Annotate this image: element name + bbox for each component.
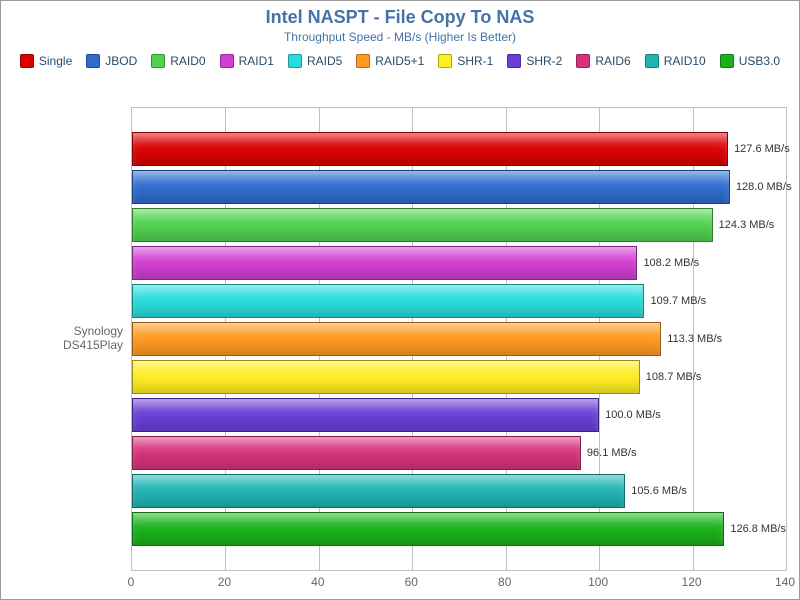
bar-value-label: 126.8 MB/s bbox=[730, 523, 786, 535]
bar[interactable] bbox=[132, 132, 728, 166]
x-tick-label: 20 bbox=[218, 575, 231, 589]
bar-value-label: 109.7 MB/s bbox=[650, 295, 706, 307]
x-tick-label: 40 bbox=[311, 575, 324, 589]
x-tick-label: 120 bbox=[682, 575, 702, 589]
bar-value-label: 124.3 MB/s bbox=[719, 219, 775, 231]
chart-subtitle: Throughput Speed - MB/s (Higher Is Bette… bbox=[1, 30, 799, 44]
x-tick-label: 0 bbox=[128, 575, 135, 589]
legend-label: SHR-2 bbox=[526, 54, 562, 68]
legend-item[interactable]: RAID6 bbox=[576, 54, 630, 68]
legend: Single JBOD RAID0 RAID1 RAID5 RAID5+1 SHR-1 SHR… bbox=[1, 44, 799, 72]
bar[interactable] bbox=[132, 512, 724, 546]
bar-value-label: 128.0 MB/s bbox=[736, 181, 792, 193]
bar[interactable] bbox=[132, 170, 730, 204]
legend-swatch bbox=[151, 54, 165, 68]
bar-value-label: 96.1 MB/s bbox=[587, 447, 637, 459]
legend-swatch bbox=[86, 54, 100, 68]
legend-swatch bbox=[645, 54, 659, 68]
legend-label: RAID6 bbox=[595, 54, 630, 68]
legend-label: Single bbox=[39, 54, 72, 68]
bar[interactable] bbox=[132, 284, 644, 318]
bar[interactable] bbox=[132, 474, 625, 508]
plot-area: 127.6 MB/s128.0 MB/s124.3 MB/s108.2 MB/s… bbox=[131, 107, 787, 571]
x-tick-label: 100 bbox=[588, 575, 608, 589]
legend-label: SHR-1 bbox=[457, 54, 493, 68]
legend-item[interactable]: USB3.0 bbox=[720, 54, 780, 68]
legend-label: RAID1 bbox=[239, 54, 274, 68]
legend-item[interactable]: RAID0 bbox=[151, 54, 205, 68]
legend-swatch bbox=[576, 54, 590, 68]
legend-item[interactable]: RAID5 bbox=[288, 54, 342, 68]
legend-item[interactable]: RAID10 bbox=[645, 54, 706, 68]
x-tick-label: 60 bbox=[405, 575, 418, 589]
bar[interactable] bbox=[132, 360, 640, 394]
x-tick-label: 140 bbox=[775, 575, 795, 589]
chart-title: Intel NASPT - File Copy To NAS bbox=[1, 7, 799, 28]
bar[interactable] bbox=[132, 208, 713, 242]
bar-value-label: 100.0 MB/s bbox=[605, 409, 661, 421]
bar-value-label: 108.7 MB/s bbox=[646, 371, 702, 383]
bar-value-label: 108.2 MB/s bbox=[643, 257, 699, 269]
bar[interactable] bbox=[132, 436, 581, 470]
legend-item[interactable]: RAID5+1 bbox=[356, 54, 424, 68]
bar[interactable] bbox=[132, 246, 637, 280]
legend-label: USB3.0 bbox=[739, 54, 780, 68]
bar[interactable] bbox=[132, 322, 661, 356]
legend-item[interactable]: SHR-1 bbox=[438, 54, 493, 68]
legend-swatch bbox=[220, 54, 234, 68]
legend-swatch bbox=[720, 54, 734, 68]
bar-value-label: 105.6 MB/s bbox=[631, 485, 687, 497]
legend-swatch bbox=[438, 54, 452, 68]
legend-swatch bbox=[356, 54, 370, 68]
y-axis-category-label: Synology DS415Play bbox=[11, 324, 123, 352]
legend-label: RAID10 bbox=[664, 54, 706, 68]
bar-value-label: 113.3 MB/s bbox=[667, 333, 722, 345]
legend-item[interactable]: Single bbox=[20, 54, 72, 68]
legend-swatch bbox=[288, 54, 302, 68]
legend-item[interactable]: SHR-2 bbox=[507, 54, 562, 68]
x-tick-label: 80 bbox=[498, 575, 511, 589]
legend-label: RAID5+1 bbox=[375, 54, 424, 68]
legend-swatch bbox=[20, 54, 34, 68]
legend-item[interactable]: JBOD bbox=[86, 54, 137, 68]
bar-value-label: 127.6 MB/s bbox=[734, 143, 790, 155]
legend-label: RAID0 bbox=[170, 54, 205, 68]
legend-label: JBOD bbox=[105, 54, 137, 68]
chart-container: Intel NASPT - File Copy To NAS Throughpu… bbox=[0, 0, 800, 600]
title-block: Intel NASPT - File Copy To NAS Throughpu… bbox=[1, 1, 799, 44]
bar[interactable] bbox=[132, 398, 599, 432]
legend-item[interactable]: RAID1 bbox=[220, 54, 274, 68]
legend-label: RAID5 bbox=[307, 54, 342, 68]
legend-swatch bbox=[507, 54, 521, 68]
